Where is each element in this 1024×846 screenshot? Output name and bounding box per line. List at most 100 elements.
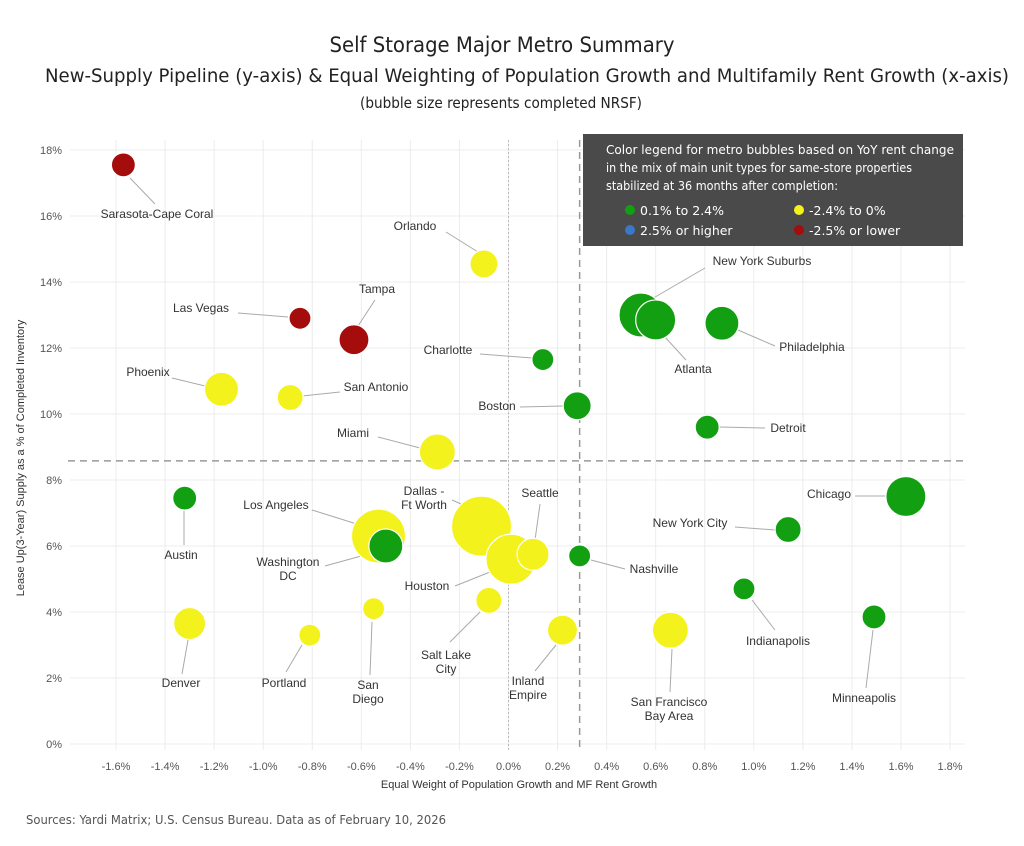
bubble-san-antonio — [276, 383, 304, 412]
bubbles — [110, 152, 927, 649]
bubble-portland — [298, 623, 322, 647]
bubble-minneapolis — [861, 604, 887, 630]
bubble-label: Dallas -Ft Worth — [401, 484, 447, 512]
x-tick-label: -0.8% — [298, 761, 327, 773]
leader-lines — [129, 177, 887, 693]
bubble-label: Salt Lake City — [421, 648, 471, 676]
leader-line — [357, 299, 376, 327]
legend-swatch-yellow — [794, 205, 804, 215]
leader-line — [369, 621, 373, 676]
leader-line — [171, 377, 206, 387]
x-tick-label: 1.4% — [839, 761, 864, 773]
leader-line — [534, 503, 541, 541]
leader-line — [311, 509, 361, 526]
bubble-label: Phoenix — [126, 365, 169, 379]
reference-lines — [68, 140, 965, 752]
bubble-label: Tampa — [359, 282, 395, 296]
x-tick-label: 0.8% — [692, 761, 717, 773]
x-tick-label: -0.2% — [445, 761, 474, 773]
legend-title-line: in the mix of main unit types for same-s… — [606, 160, 912, 175]
axis-ticks: 0% 2% 4% 6% 8% 10% 12% 14% 16% 18% -1.6% -1.4% -1.2%… — [40, 145, 963, 773]
bubble-nashville — [568, 544, 592, 568]
legend: Color legend for metro bubbles based on … — [583, 134, 963, 246]
legend-box — [583, 134, 963, 246]
leader-line — [181, 639, 189, 675]
bubble-label: Atlanta — [674, 362, 712, 376]
y-tick-label: 12% — [40, 343, 62, 355]
x-tick-label: 1.8% — [938, 761, 963, 773]
legend-swatch-red — [794, 225, 804, 235]
leader-line — [285, 644, 303, 673]
bubble-label: Los Angeles — [243, 498, 308, 512]
legend-swatch-blue — [625, 225, 635, 235]
leader-line — [454, 571, 491, 587]
bubble-label: Indianapolis — [746, 634, 810, 648]
bubble-indianapolis — [732, 577, 756, 601]
leader-line — [377, 436, 421, 449]
leader-line — [519, 405, 564, 408]
y-tick-label: 18% — [40, 145, 62, 157]
leader-line — [129, 177, 156, 205]
leader-line — [669, 648, 673, 693]
bubble-label: Inland Empire — [509, 674, 547, 702]
bubble-washington-dc — [368, 528, 404, 564]
bubble-label: Denver — [162, 676, 201, 690]
bubble-san-francisco-bay-area — [651, 611, 689, 649]
x-tick-label: 1.6% — [888, 761, 913, 773]
x-tick-label: -1.6% — [102, 761, 131, 773]
x-tick-label: 0.4% — [594, 761, 619, 773]
y-tick-label: 16% — [40, 211, 62, 223]
bubble-charlotte — [531, 347, 555, 372]
leader-line — [865, 629, 874, 689]
y-tick-label: 6% — [46, 541, 62, 553]
bubble-label: San Antonio — [344, 380, 409, 394]
y-tick-label: 0% — [46, 739, 62, 751]
x-tick-label: -1.2% — [200, 761, 229, 773]
leader-line — [734, 526, 776, 531]
bubble-miami — [418, 433, 456, 471]
x-tick-label: 1.0% — [741, 761, 766, 773]
y-tick-label: 2% — [46, 673, 62, 685]
leader-line — [237, 312, 289, 318]
bubble-label: Houston — [405, 579, 450, 593]
bubble-label: San Francisco Bay Area — [631, 695, 708, 723]
bubble-label: Nashville — [630, 562, 679, 576]
legend-item-label: 0.1% to 2.4% — [640, 203, 724, 218]
chart-note: (bubble size represents completed NRSF) — [360, 94, 642, 112]
bubble-seattle — [516, 537, 550, 571]
bubble-labels: Sarasota-Cape Coral Orlando Las Vegas Tampa… — [101, 207, 896, 723]
bubble-new-york-city — [774, 515, 802, 544]
bubble-label: Philadelphia — [779, 340, 845, 354]
leader-line — [534, 644, 557, 672]
x-tick-label: 1.2% — [790, 761, 815, 773]
bubble-detroit — [694, 414, 720, 440]
bubble-tampa — [338, 324, 370, 356]
bubble-label: Detroit — [770, 421, 806, 435]
leader-line — [301, 391, 341, 397]
bubble-label: Las Vegas — [173, 301, 229, 315]
bubble-label: San Diego — [352, 678, 384, 706]
legend-swatch-green — [625, 205, 635, 215]
bubble-label: Chicago — [807, 487, 851, 501]
bubble-label: Sarasota-Cape Coral — [101, 207, 214, 221]
chart-title: Self Storage Major Metro Summary — [330, 33, 675, 57]
y-axis-label: Lease Up(3-Year) Supply as a % of Comple… — [15, 319, 27, 596]
leader-line — [649, 267, 706, 301]
leader-line — [479, 353, 533, 359]
x-tick-label: 0.6% — [643, 761, 668, 773]
leader-line — [737, 329, 776, 347]
bubble-label: Orlando — [394, 219, 437, 233]
chart-subtitle: New-Supply Pipeline (y-axis) & Equal Wei… — [45, 65, 1009, 87]
bubble-boston — [562, 391, 592, 421]
bubble-label: New York Suburbs — [713, 254, 812, 268]
leader-line — [590, 559, 626, 570]
bubble-salt-lake-city — [475, 586, 503, 615]
bubble-label: Minneapolis — [832, 691, 896, 705]
bubble-label: Miami — [337, 426, 369, 440]
x-tick-label: -0.4% — [396, 761, 425, 773]
x-tick-label: 0.2% — [545, 761, 570, 773]
bubble-label: New York City — [653, 516, 728, 530]
y-tick-label: 14% — [40, 277, 62, 289]
bubble-label: Washington DC — [257, 555, 320, 583]
